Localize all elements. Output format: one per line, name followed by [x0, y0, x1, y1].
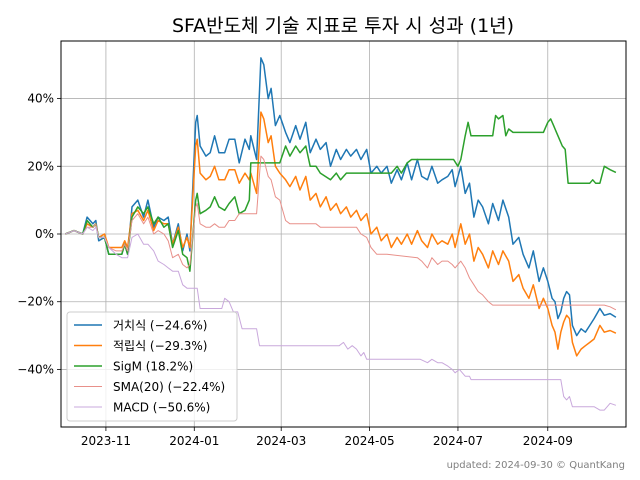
x-tick-label: 2024-03: [256, 434, 306, 448]
legend-label-1: 거치식 (−24.6%): [113, 319, 207, 333]
y-tick-label: 40%: [27, 92, 54, 106]
y-tick-label: −40%: [17, 362, 54, 376]
y-tick-label: −20%: [17, 295, 54, 309]
x-tick-label: 2024-09: [523, 434, 573, 448]
legend-label-3: SigM (18.2%): [113, 360, 193, 374]
y-tick-label: 20%: [27, 159, 54, 173]
y-tick-label: 0%: [35, 227, 54, 241]
x-tick-label: 2024-01: [169, 434, 219, 448]
x-tick-label: 2023-11: [81, 434, 131, 448]
series-line-5: [65, 226, 617, 411]
series-lines: [65, 57, 617, 411]
x-tick-label: 2024-05: [345, 434, 395, 448]
y-axis: 40% 20% 0% −20% −40%: [17, 92, 61, 376]
legend: 거치식 (−24.6%) 적립식 (−29.3%) SigM (18.2%) SMA(…: [66, 311, 238, 422]
series-line-2: [65, 111, 617, 357]
x-axis: 2023-11 2024-01 2024-03 2024-05 2024-07 2024-…: [81, 427, 573, 448]
legend-label-2: 적립식 (−29.3%): [113, 339, 207, 353]
legend-box: [66, 311, 238, 422]
x-tick-label: 2024-07: [433, 434, 483, 448]
series-line-4: [65, 155, 617, 311]
footer-credit: updated: 2024-09-30 © QuantKang: [447, 460, 625, 471]
legend-label-4: SMA(20) (−22.4%): [113, 380, 225, 394]
series-line-3: [65, 114, 617, 272]
chart-title: SFA반도체 기술 지표로 투자 시 성과 (1년): [172, 15, 514, 37]
series-line-1: [65, 57, 617, 337]
legend-label-5: MACD (−50.6%): [113, 401, 210, 415]
